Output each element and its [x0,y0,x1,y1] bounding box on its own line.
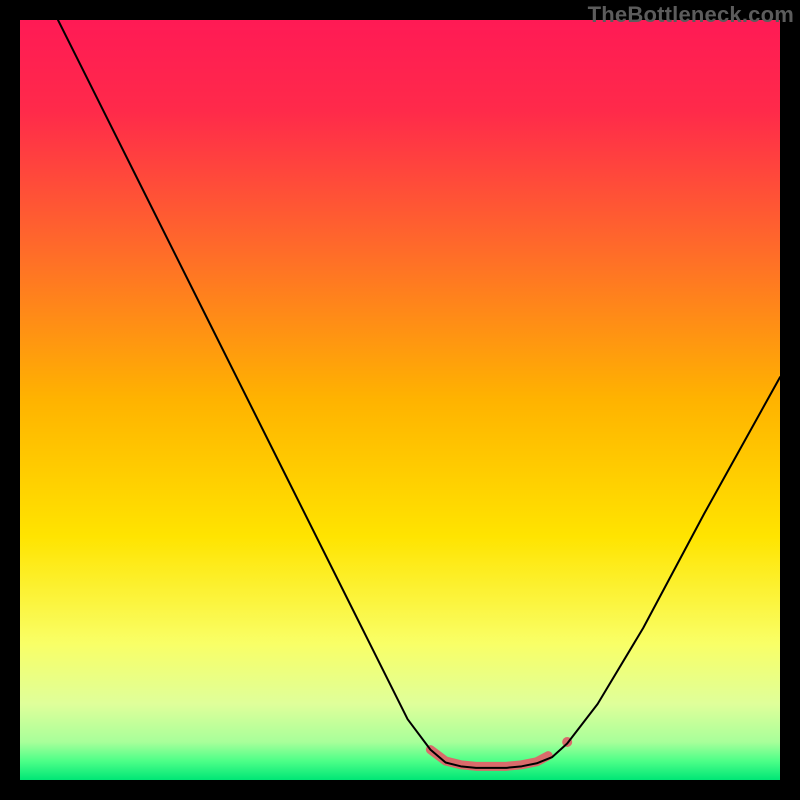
plot-area [20,20,780,780]
bottleneck-curve-chart [20,20,780,780]
watermark-text: TheBottleneck.com [588,2,794,28]
chart-background [20,20,780,780]
chart-frame: TheBottleneck.com [0,0,800,800]
